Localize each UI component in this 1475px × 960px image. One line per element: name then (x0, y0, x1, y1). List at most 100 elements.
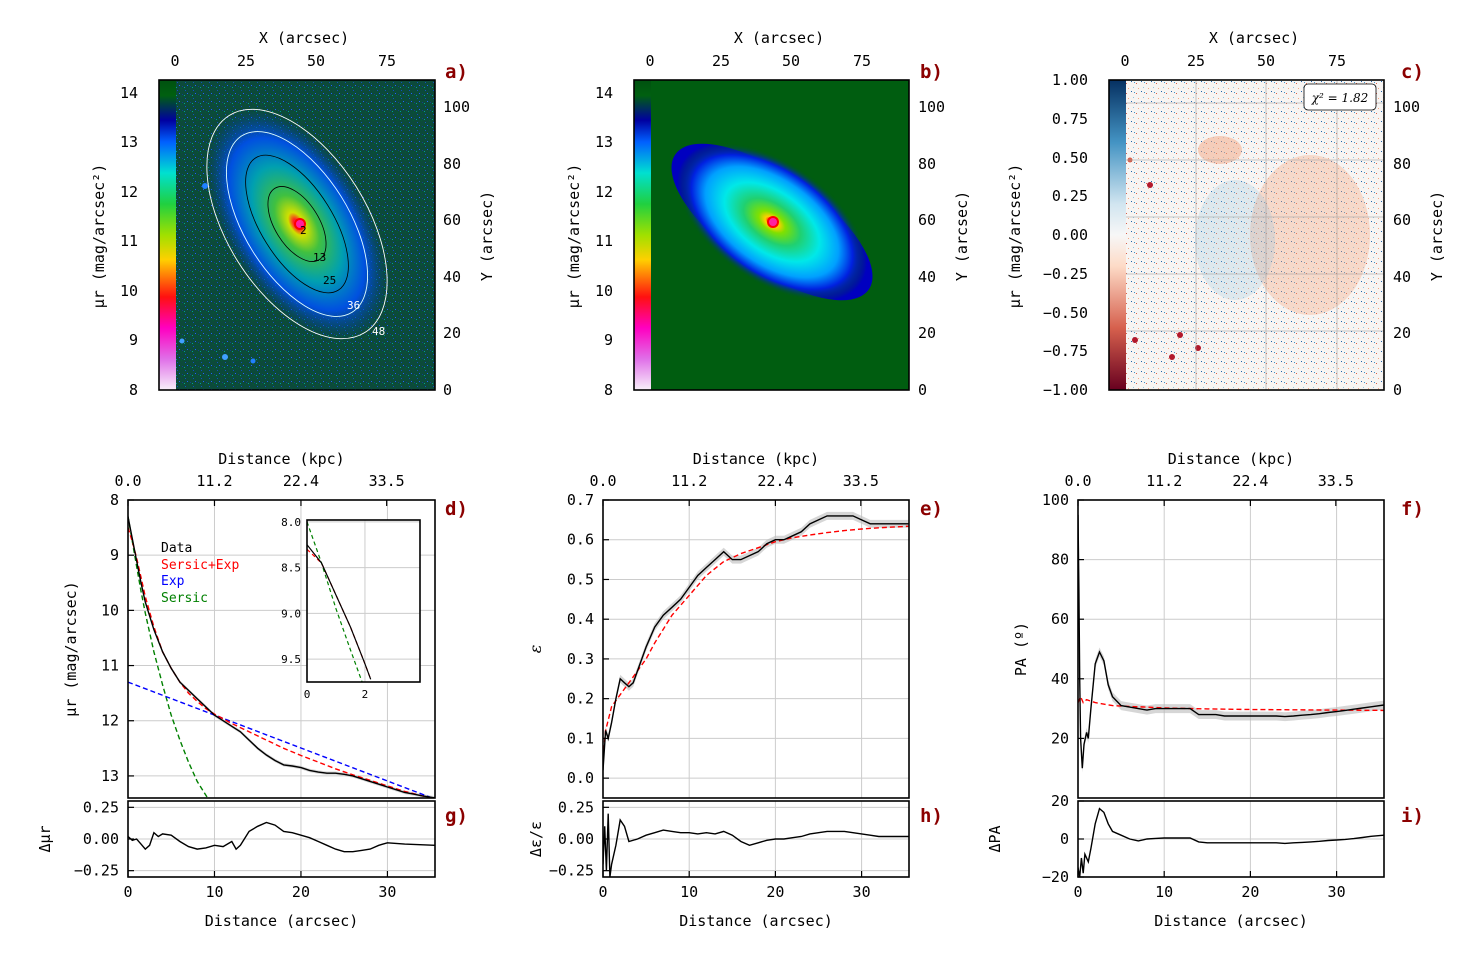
panel-a: 2 13 25 36 48 (158, 79, 436, 391)
contour-label-25: 25 (323, 274, 336, 287)
inset-y-tick-label: 8.0 (281, 516, 301, 529)
y-right-tick-c: 40 (1393, 268, 1411, 286)
panel-e-x-top-tick-label: 22.4 (757, 472, 793, 490)
panel-e-y-tick-label: 0.0 (567, 769, 594, 787)
panel-h-y-tick-label: 0.00 (558, 830, 594, 848)
series-exp-d (128, 681, 435, 798)
x-top-tick-b: 0 (645, 52, 654, 70)
panel-d-y-tick-label: 9 (110, 546, 119, 564)
series-data-d (128, 516, 435, 798)
legend-item-sersic-exp: Sersic+Exp (161, 558, 239, 573)
panel-h-y-tick-label: −0.25 (549, 862, 594, 880)
star (179, 338, 185, 344)
y-right-label-c: Y (arcsec) (1428, 191, 1446, 281)
panel-tag-a: a) (445, 61, 468, 83)
panel-tag-b: b) (920, 61, 943, 83)
cbar-tick-c: 1.00 (1052, 71, 1088, 89)
cbar-tick-c: 0.50 (1052, 149, 1088, 167)
inset-x-tick-label: 0 (304, 688, 311, 701)
y-right-label-b: Y (arcsec) (953, 191, 971, 281)
panel-e-y-tick-label: 0.2 (567, 690, 594, 708)
contour-48 (206, 108, 388, 340)
contour-label-2: 2 (300, 224, 307, 237)
y-right-tick-c: 80 (1393, 155, 1411, 173)
panel-f-x-top-tick-label: 0.0 (1064, 472, 1091, 490)
cbar-ticks-c: −1.00 −0.75 −0.50 −0.25 0.00 0.25 0.50 0… (1043, 71, 1088, 399)
residual-source (1169, 354, 1175, 360)
cbar-tick-a: 12 (120, 183, 138, 201)
inset-background (307, 520, 420, 682)
series-model-f (1078, 694, 1384, 712)
panel-d-x-top-tick-label: 22.4 (283, 472, 319, 490)
residual-source (1147, 182, 1153, 188)
y-right-tick-c: 20 (1393, 324, 1411, 342)
residual-image (1109, 80, 1384, 390)
inset-series-sersic (307, 521, 363, 682)
x-top-tick-a: 50 (307, 52, 325, 70)
panel-f-frame (1077, 499, 1385, 799)
cbar-label-c: μr (mag/arcsec²) (1006, 164, 1024, 309)
panel-i-y-label: ΔPA (986, 825, 1004, 852)
y-right-label-a: Y (arcsec) (478, 191, 496, 281)
cbar-tick-a: 10 (120, 282, 138, 300)
cbar-tick-c: −1.00 (1043, 381, 1088, 399)
series-residual-h (603, 813, 909, 877)
series-residual-i (1078, 807, 1384, 877)
panel-d-y-tick-label: 13 (101, 767, 119, 785)
panel-f-x-top-tick-label: 11.2 (1146, 472, 1182, 490)
panel-e-x-top-tick-label: 0.0 (589, 472, 616, 490)
y-right-tick-a: 100 (443, 98, 470, 116)
cbar-ticks-a: 8 9 10 11 12 13 14 (120, 84, 138, 399)
panel-f-x-top-tick-label: 22.4 (1232, 472, 1268, 490)
panel-f-y-tick-label: 20 (1051, 729, 1069, 747)
star (202, 183, 208, 189)
panel-d-y-tick-label: 10 (101, 601, 119, 619)
series-model-e (603, 525, 909, 759)
panel-i-x-label: Distance (arcsec) (1154, 912, 1308, 930)
y-right-tick-a: 0 (443, 381, 452, 399)
y-right-tick-c: 100 (1393, 98, 1420, 116)
cbar-tick-c: −0.50 (1043, 304, 1088, 322)
x-top-label-c: X (arcsec) (1209, 29, 1299, 47)
residual-source (1177, 332, 1183, 338)
contour-label-48: 48 (372, 325, 385, 338)
panel-g-y-tick-label: −0.25 (74, 862, 119, 880)
data-band-e (603, 511, 909, 775)
panel-tag-g: g) (445, 805, 468, 827)
panel-e-y-tick-label: 0.6 (567, 531, 594, 549)
data-band-f (1078, 510, 1384, 773)
panel-e-y-tick-label: 0.1 (567, 729, 594, 747)
cbar-tick-b: 11 (595, 232, 613, 250)
panel-tag-c: c) (1401, 61, 1424, 83)
panel-i-x-tick-label: 10 (1155, 883, 1173, 901)
panel-e-x-top-tick-label: 11.2 (671, 472, 707, 490)
inset-y-tick-label: 9.5 (281, 653, 301, 666)
cbar-tick-b: 8 (604, 381, 613, 399)
x-top-tick-b: 25 (712, 52, 730, 70)
contour-label-13: 13 (313, 251, 326, 264)
panel-tag-e: e) (920, 498, 943, 520)
panel-tag-f: f) (1401, 498, 1424, 520)
chi2-box (1303, 83, 1377, 111)
colorbar-b (634, 80, 651, 390)
residual-source (1132, 337, 1138, 343)
inset-x-tick-label: 2 (362, 688, 369, 701)
panel-h-x-tick-label: 20 (766, 883, 784, 901)
y-right-tick-b: 100 (918, 98, 945, 116)
panel-f-x-top-tick-label: 33.5 (1318, 472, 1354, 490)
chi2-label: χ² = 1.82 (1311, 91, 1368, 105)
series-data-f (1078, 514, 1384, 769)
panel-h-x-tick-label: 10 (680, 883, 698, 901)
legend-item-data: Data (161, 541, 192, 556)
cbar-tick-a: 11 (120, 232, 138, 250)
cbar-tick-b: 13 (595, 133, 613, 151)
cbar-tick-a: 9 (129, 331, 138, 349)
frame-c (1108, 79, 1385, 391)
contour-25 (245, 154, 349, 294)
panel-d-y-tick-label: 11 (101, 657, 119, 675)
y-right-tick-a: 60 (443, 211, 461, 229)
inset-y-tick-label: 8.5 (281, 562, 301, 575)
y-right-tick-a: 40 (443, 268, 461, 286)
y-right-tick-c: 60 (1393, 211, 1411, 229)
